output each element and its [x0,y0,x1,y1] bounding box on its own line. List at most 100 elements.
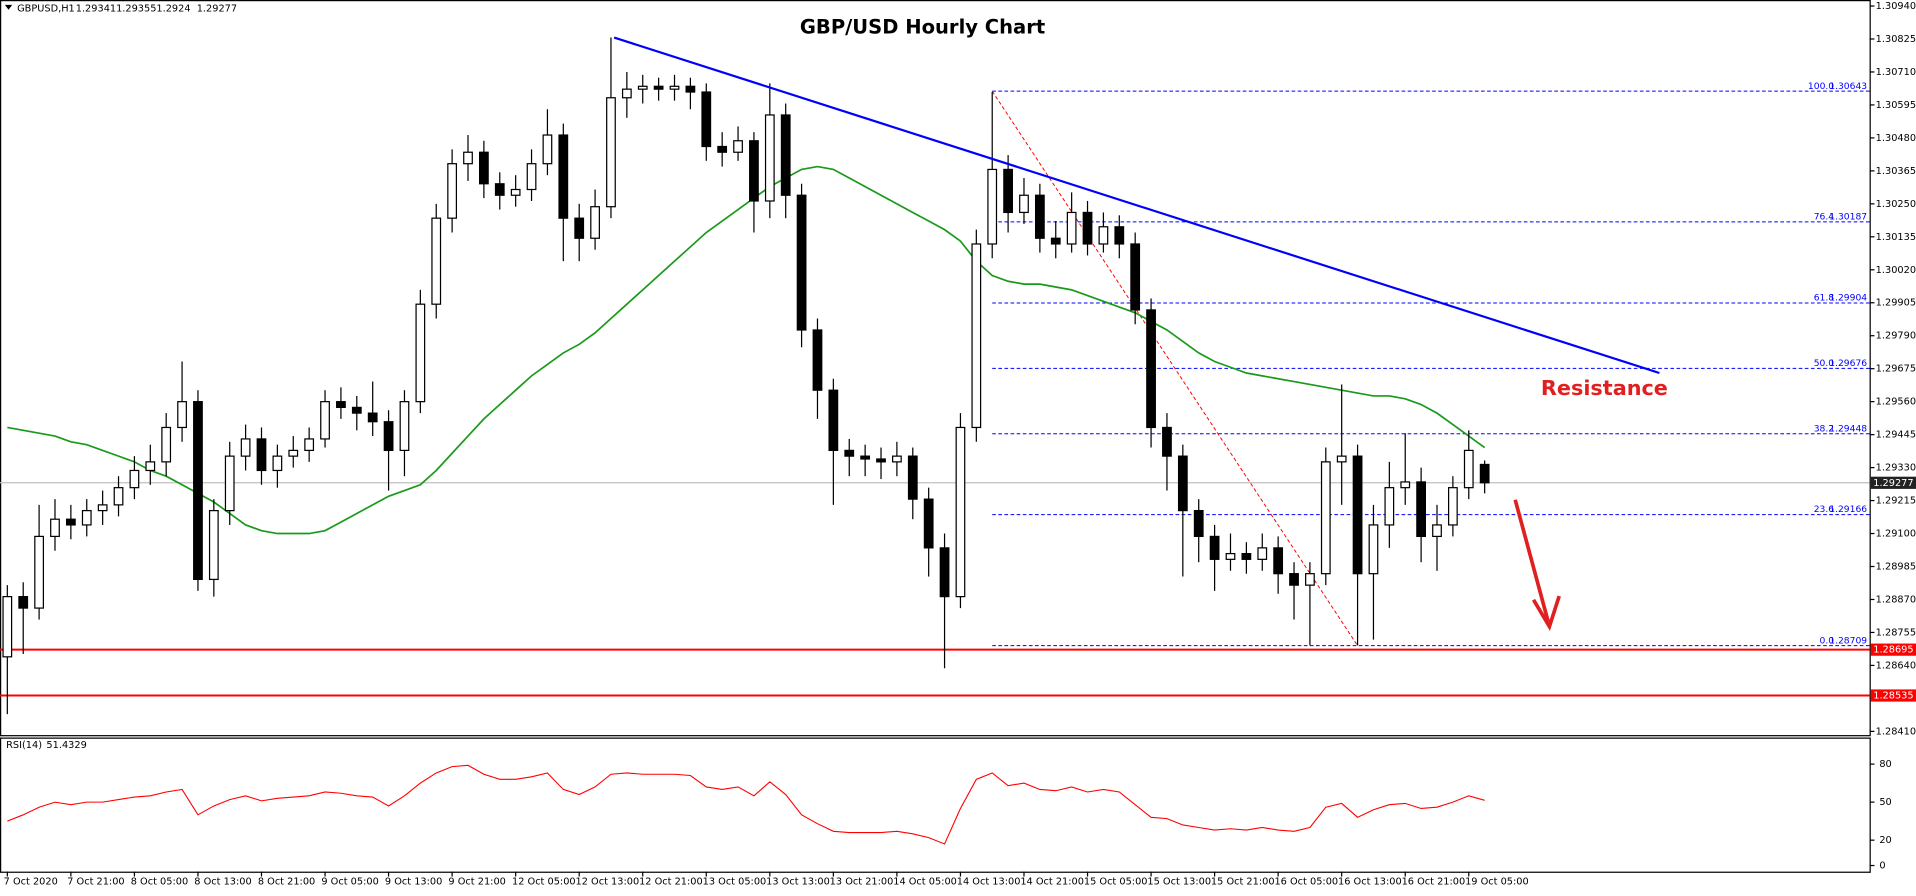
candle-body [1463,449,1474,489]
candle-body [18,596,29,609]
arrow [1513,499,1561,632]
y-tick-label: 1.29905 [1876,298,1916,309]
y-tick-label: 1.30710 [1876,67,1916,78]
fib-level-label: 38.2 [1814,424,1834,434]
candle-body [193,401,203,581]
candle-body [558,134,569,219]
candle-body [351,406,362,414]
candle-body [1050,237,1061,245]
support-tag-label: 1.28535 [1873,691,1913,702]
y-tick-label: 1.30940 [1876,1,1916,12]
y-tick-label: 1.28870 [1876,594,1916,605]
candle-body [256,438,267,472]
header-low: 1.2924 [156,4,190,15]
rsi-line [7,764,1485,845]
candle-body [1257,547,1268,560]
candle-body [1034,194,1045,239]
fib-level-label: 100.0 [1808,82,1834,92]
candle-body [669,85,680,90]
fib-level-label: 50.0 [1814,359,1835,369]
candle-body [1352,455,1363,575]
candle-body [1320,461,1331,575]
current-price-label: 1.29277 [1873,478,1913,489]
candle-body [1273,547,1284,575]
candle-body [320,401,330,440]
candle-body [240,438,251,457]
candle-body [336,401,346,409]
candle-body [1225,552,1236,560]
candle-body [717,145,728,153]
header-high: 1.29355 [116,4,156,15]
candle-body [1177,455,1188,512]
fib-price-label: 1.29676 [1829,359,1867,369]
candle-body [987,168,998,245]
candle-body [1289,573,1299,586]
candle-body [1146,309,1156,429]
candle-body [1384,487,1395,526]
x-tick-label: 8 Oct 21:00 [258,876,315,887]
candle-body [272,455,283,472]
candle-body [304,438,315,452]
x-tick-label: 12 Oct 13:00 [576,876,640,887]
y-tick-label: 1.29560 [1876,397,1916,408]
y-tick-label: 1.29215 [1876,496,1916,507]
y-tick-label: 1.28755 [1876,627,1916,638]
rsi-last: 51.4329 [46,740,86,751]
candle-body [955,426,966,598]
y-tick-label: 1.29675 [1876,364,1916,375]
candle-body [574,217,585,239]
candle-body [590,206,600,239]
candle-body [399,401,410,452]
x-tick-label: 19 Oct 05:00 [1465,876,1529,887]
x-tick-label: 14 Oct 21:00 [1020,876,1084,887]
candle-body [415,303,426,403]
x-tick-label: 14 Oct 13:00 [957,876,1021,887]
candle-body [1209,535,1220,560]
rsi-panel [0,737,1871,873]
candle-body [1336,455,1347,463]
moving-average [7,165,1486,535]
y-tick-label: 1.30250 [1876,199,1916,210]
fib-price-label: 1.29904 [1829,294,1867,304]
candle-body [971,243,982,429]
candle-body [367,412,378,423]
y-tick-label: 1.30135 [1876,232,1916,243]
y-tick-label: 1.28410 [1876,726,1916,737]
candle-body [1241,552,1252,560]
fib-level-label: 76.4 [1814,213,1835,223]
candle-body [224,455,235,512]
candle-body [685,85,696,93]
arrow-head [1531,595,1561,632]
x-tick-label: 15 Oct 13:00 [1147,876,1211,887]
candle-body [1162,426,1172,457]
candle-body [97,504,108,512]
candle-body [923,498,934,549]
fib-level-label: 23.6 [1814,505,1835,515]
candle-body [1019,194,1029,214]
candle-body [733,140,743,153]
rsi-tick-label: 50 [1879,797,1891,808]
x-tick-label: 9 Oct 13:00 [385,876,442,887]
x-tick-label: 15 Oct 21:00 [1211,876,1275,887]
candle-body [463,151,473,165]
current-price-tag [1870,476,1916,489]
candle-body [1432,524,1442,538]
x-tick-label: 14 Oct 05:00 [893,876,957,887]
candle-body [1130,243,1141,311]
trendline [613,36,1660,375]
candle-body [478,151,489,185]
candle-body [764,114,775,202]
y-tick-label: 1.29790 [1876,331,1916,342]
fib-price-label: 1.29448 [1829,424,1867,434]
candle-body [542,134,553,165]
x-tick-label: 7 Oct 21:00 [67,876,124,887]
x-tick-label: 13 Oct 05:00 [703,876,767,887]
candle-body [828,389,839,452]
rsi-tick-label: 80 [1879,759,1891,770]
candle-body [1479,463,1490,484]
candle-body [65,518,76,526]
candle-body [1003,168,1013,214]
candle-body [796,194,807,331]
x-tick-label: 13 Oct 21:00 [830,876,894,887]
